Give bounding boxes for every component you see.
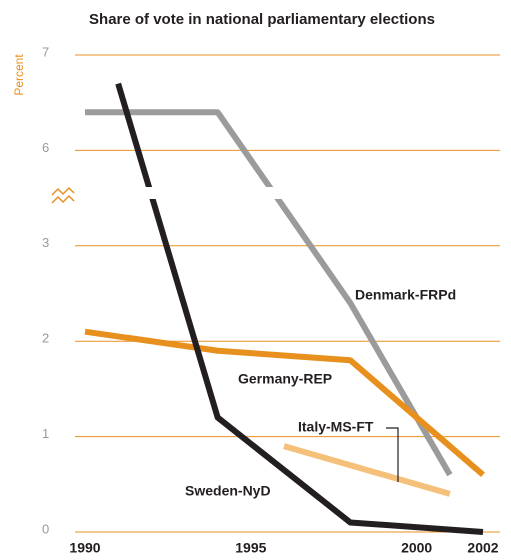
y-tick-label: 6: [42, 140, 49, 155]
series-line: [283, 443, 451, 497]
labels: Denmark-FRPd Germany-REP Italy-MS-FT Sweden…: [185, 287, 456, 499]
y-tick-label: 0: [42, 521, 49, 536]
chart-title: Share of vote in national parliamentary …: [89, 11, 435, 28]
x-tick-label: 1990: [69, 540, 100, 556]
series-line: [84, 328, 485, 478]
series-line: [85, 109, 453, 477]
y-tick-label: 7: [42, 44, 49, 59]
leader-line: [386, 427, 399, 482]
series-label: Sweden-NyD: [185, 483, 271, 499]
x-tick-label: 2000: [401, 540, 432, 556]
y-tick-label: 2: [42, 331, 49, 346]
x-tick-label: 2002: [467, 540, 498, 556]
y-axis-label: Percent: [12, 54, 26, 96]
grid: 0 1 2 3 6 7 1990 1995 2000 2002: [42, 44, 500, 556]
series-label: Denmark-FRPd: [355, 287, 456, 303]
y-tick-label: 3: [42, 235, 49, 250]
x-tick-label: 1995: [235, 540, 266, 556]
series-label: Germany-REP: [238, 371, 332, 387]
lines: [84, 82, 485, 535]
y-tick-label: 1: [42, 426, 49, 441]
axis-break-gap: [90, 187, 480, 199]
axis-break-symbol: [51, 186, 75, 204]
series-line: [115, 82, 484, 535]
series-label: Italy-MS-FT: [298, 419, 374, 435]
